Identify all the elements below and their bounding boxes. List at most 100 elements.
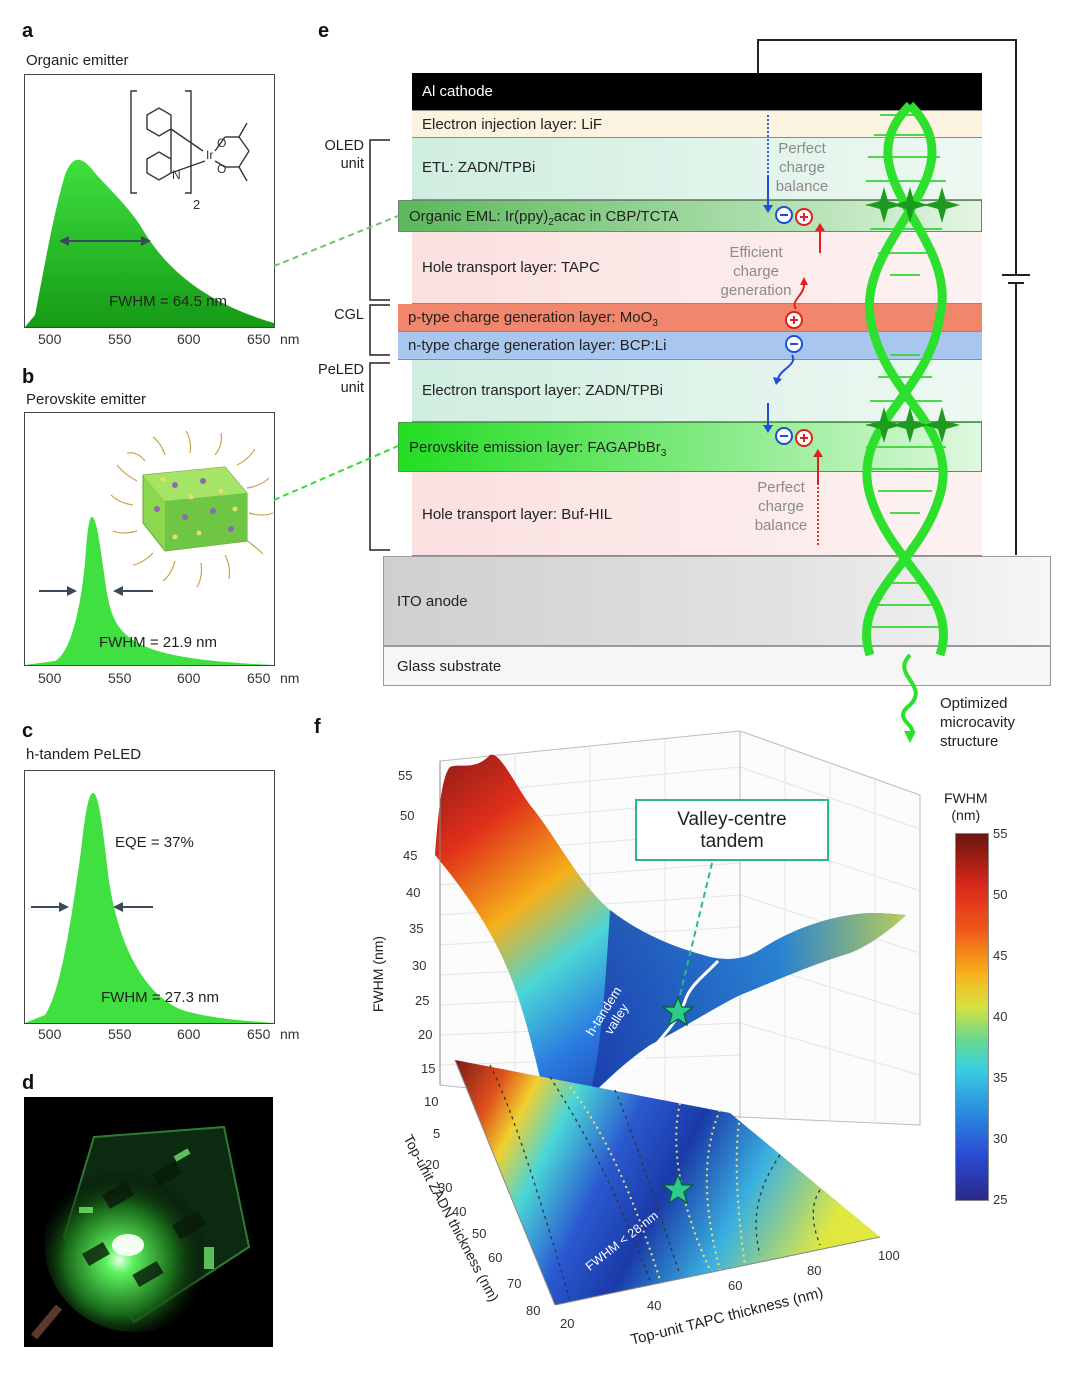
- layer-label: Electron injection layer: LiF: [422, 116, 603, 133]
- device-photo: [24, 1097, 273, 1347]
- z-tick-5: 5: [433, 1126, 441, 1141]
- layer-label: ITO anode: [397, 593, 468, 610]
- c-tick-500: 500: [38, 1026, 62, 1042]
- layer-label: Hole transport layer: Buf-HIL: [422, 506, 613, 523]
- layer-label: Organic EML: Ir(ppy)2acac in CBP/TCTA: [409, 208, 679, 228]
- panel-a-label: a: [22, 20, 34, 42]
- ir-complex-structure: [130, 90, 250, 194]
- b-unit: nm: [280, 670, 300, 686]
- a-tick-550: 550: [108, 331, 132, 347]
- cb-tick-55: 55: [993, 826, 1008, 841]
- cb-tick-40: 40: [993, 1009, 1008, 1024]
- cgl-label: CGL: [334, 307, 364, 323]
- y-tick-60: 60: [488, 1250, 503, 1265]
- perovskite-spectrum-svg: [25, 430, 274, 665]
- c-tick-550: 550: [108, 1026, 132, 1042]
- cb-tick-25: 25: [993, 1192, 1008, 1207]
- valley-centre-callout: Valley-centre tandem: [635, 799, 829, 861]
- fwhm-surface: [435, 754, 906, 1117]
- perovskite-nanocrystal: [110, 430, 274, 588]
- svg-text:O: O: [217, 162, 226, 176]
- a-unit: nm: [280, 331, 300, 347]
- a-tick-600: 600: [177, 331, 201, 347]
- cb-tick-45: 45: [993, 948, 1008, 963]
- x-tick-100: 100: [878, 1248, 900, 1263]
- z-tick-15: 15: [421, 1061, 436, 1076]
- tandem-eqe-label: EQE = 37%: [115, 834, 194, 851]
- layer-label: Al cathode: [422, 83, 493, 100]
- y-tick-80: 80: [526, 1303, 541, 1318]
- layer-htl-bottom: Hole transport layer: Buf-HIL: [412, 472, 982, 556]
- colorbar: [955, 833, 989, 1201]
- b-tick-600: 600: [177, 670, 201, 686]
- y-tick-40: 40: [452, 1204, 467, 1219]
- z-tick-40: 40: [406, 885, 421, 900]
- x-tick-80: 80: [807, 1263, 822, 1278]
- organic-spectrum-plot: Ir O O N 2 FWHM = 64.5 nm: [24, 74, 275, 328]
- b-tick-650: 650: [247, 670, 271, 686]
- layer-p-cgl: p-type charge generation layer: MoO3: [398, 304, 982, 332]
- x-tick-20: 20: [560, 1316, 575, 1331]
- tandem-spectrum-svg: [25, 793, 274, 1023]
- tandem-fwhm-label: FWHM = 27.3 nm: [101, 989, 219, 1006]
- cb-tick-35: 35: [993, 1070, 1008, 1085]
- annotation-balance-top: Perfect charge balance: [775, 140, 829, 195]
- panel-a-title: Organic emitter: [26, 52, 129, 69]
- a-tick-500: 500: [38, 331, 62, 347]
- cb-tick-30: 30: [993, 1131, 1008, 1146]
- y-tick-30: 30: [438, 1180, 453, 1195]
- layer-label: p-type charge generation layer: MoO3: [408, 309, 658, 329]
- b-tick-550: 550: [108, 670, 132, 686]
- layer-label: ETL: ZADN/TPBi: [422, 159, 536, 176]
- svg-text:Ir: Ir: [206, 148, 213, 162]
- circuit-wiring: [757, 39, 1030, 555]
- unit-brackets: [369, 139, 390, 551]
- y-tick-20: 20: [425, 1157, 440, 1172]
- z-tick-25: 25: [415, 993, 430, 1008]
- c-tick-650: 650: [247, 1026, 271, 1042]
- colorbar-title: FWHM (nm): [944, 790, 988, 823]
- layer-label: n-type charge generation layer: BCP:Li: [408, 337, 667, 354]
- device-photo-svg: [30, 1125, 251, 1340]
- peled-unit-label: PeLED unit: [318, 362, 364, 396]
- panel-e-label: e: [318, 20, 330, 42]
- c-unit: nm: [280, 1026, 300, 1042]
- z-tick-50: 50: [400, 808, 415, 823]
- panel-d-label: d: [22, 1072, 35, 1094]
- y-tick-70: 70: [507, 1276, 522, 1291]
- b-tick-500: 500: [38, 670, 62, 686]
- panel-b-label: b: [22, 366, 35, 388]
- panel-b-title: Perovskite emitter: [26, 391, 147, 408]
- c-tick-600: 600: [177, 1026, 201, 1042]
- cb-tick-50: 50: [993, 887, 1008, 902]
- organic-spectrum-svg: Ir O O N 2: [25, 90, 274, 327]
- annotation-microcavity: Optimized microcavity structure: [940, 695, 1016, 750]
- x-tick-60: 60: [728, 1278, 743, 1293]
- z-tick-20: 20: [418, 1027, 433, 1042]
- z-tick-35: 35: [409, 921, 424, 936]
- layer-label: Hole transport layer: TAPC: [422, 259, 600, 276]
- perovskite-fwhm-label: FWHM = 21.9 nm: [99, 634, 217, 651]
- layer-label: Electron transport layer: ZADN/TPBi: [422, 382, 663, 399]
- panel-f-label: f: [314, 716, 321, 738]
- contour-floor: [455, 1060, 880, 1305]
- annotation-balance-bottom: Perfect charge balance: [754, 479, 808, 534]
- annotation-generation: Efficient charge generation: [720, 244, 792, 299]
- a-tick-650: 650: [247, 331, 271, 347]
- tandem-emission-curve: [25, 793, 274, 1023]
- z-tick-30: 30: [412, 958, 427, 973]
- organic-emission-curve: [25, 159, 274, 327]
- ir-subscript: 2: [193, 197, 200, 212]
- oled-unit-label: OLED unit: [324, 138, 365, 172]
- callout-text: Valley-centre tandem: [677, 809, 787, 852]
- z-tick-10: 10: [424, 1094, 439, 1109]
- layer-label: Perovskite emission layer: FAGAPbBr3: [409, 439, 667, 459]
- z-axis-label: FWHM (nm): [370, 935, 387, 1013]
- y-tick-50: 50: [472, 1226, 487, 1241]
- svg-text:N: N: [172, 168, 181, 182]
- organic-fwhm-label: FWHM = 64.5 nm: [109, 293, 227, 310]
- x-tick-40: 40: [647, 1298, 662, 1313]
- perovskite-emission-curve: [25, 517, 274, 665]
- layer-glass-substrate: Glass substrate: [383, 646, 1051, 686]
- connector-lines: [273, 215, 399, 501]
